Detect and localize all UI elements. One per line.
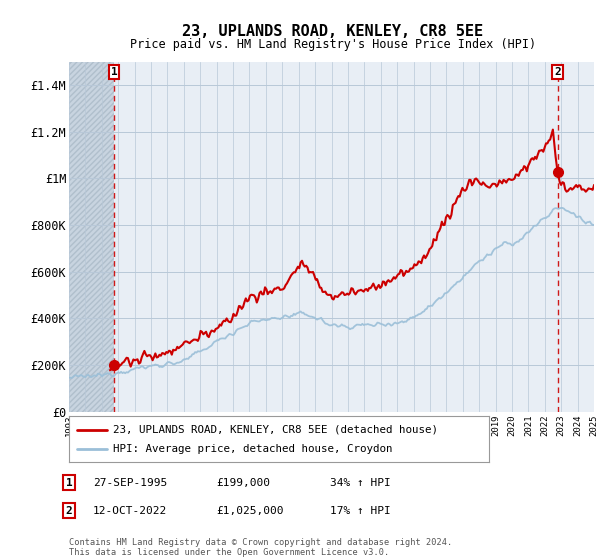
Text: HPI: Average price, detached house, Croydon: HPI: Average price, detached house, Croy… bbox=[113, 444, 392, 454]
Text: 27-SEP-1995: 27-SEP-1995 bbox=[93, 478, 167, 488]
Text: 23, UPLANDS ROAD, KENLEY, CR8 5EE (detached house): 23, UPLANDS ROAD, KENLEY, CR8 5EE (detac… bbox=[113, 425, 438, 435]
Text: 2: 2 bbox=[554, 67, 561, 77]
Text: Price paid vs. HM Land Registry's House Price Index (HPI): Price paid vs. HM Land Registry's House … bbox=[130, 38, 536, 50]
Text: £199,000: £199,000 bbox=[216, 478, 270, 488]
Text: 12-OCT-2022: 12-OCT-2022 bbox=[93, 506, 167, 516]
Text: 34% ↑ HPI: 34% ↑ HPI bbox=[330, 478, 391, 488]
Text: 23, UPLANDS ROAD, KENLEY, CR8 5EE: 23, UPLANDS ROAD, KENLEY, CR8 5EE bbox=[182, 24, 484, 39]
Text: 1: 1 bbox=[111, 67, 118, 77]
Text: Contains HM Land Registry data © Crown copyright and database right 2024.
This d: Contains HM Land Registry data © Crown c… bbox=[69, 538, 452, 557]
Text: 2: 2 bbox=[65, 506, 73, 516]
Text: 17% ↑ HPI: 17% ↑ HPI bbox=[330, 506, 391, 516]
Text: 1: 1 bbox=[65, 478, 73, 488]
Bar bbox=[69, 62, 114, 412]
Text: £1,025,000: £1,025,000 bbox=[216, 506, 284, 516]
